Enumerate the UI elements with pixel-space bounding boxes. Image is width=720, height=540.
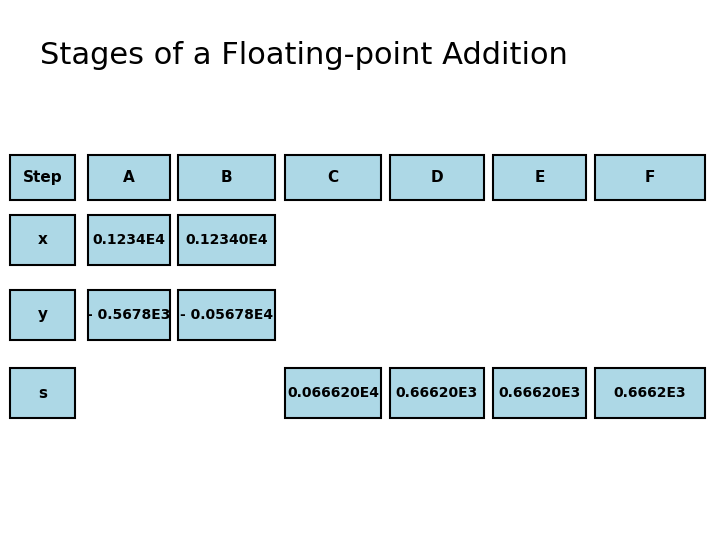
Bar bbox=[178, 155, 275, 200]
Text: A: A bbox=[123, 170, 135, 185]
Text: C: C bbox=[328, 170, 338, 185]
Text: Stages of a Floating-point Addition: Stages of a Floating-point Addition bbox=[40, 40, 568, 70]
Bar bbox=[178, 290, 275, 340]
Bar bbox=[595, 155, 705, 200]
Bar bbox=[10, 155, 75, 200]
Bar bbox=[390, 368, 484, 418]
Bar bbox=[285, 155, 381, 200]
Bar bbox=[390, 155, 484, 200]
Text: E: E bbox=[534, 170, 545, 185]
Text: 0.66620E3: 0.66620E3 bbox=[396, 386, 478, 400]
Bar bbox=[178, 215, 275, 265]
Text: 0.1234E4: 0.1234E4 bbox=[92, 233, 166, 247]
Text: x: x bbox=[37, 233, 48, 247]
Text: F: F bbox=[645, 170, 655, 185]
Text: 0.12340E4: 0.12340E4 bbox=[185, 233, 268, 247]
Text: y: y bbox=[37, 307, 48, 322]
Text: Step: Step bbox=[23, 170, 63, 185]
Text: 0.066620E4: 0.066620E4 bbox=[287, 386, 379, 400]
Bar bbox=[493, 368, 586, 418]
Text: 0.66620E3: 0.66620E3 bbox=[498, 386, 580, 400]
Text: s: s bbox=[38, 386, 47, 401]
Bar bbox=[285, 368, 381, 418]
Text: 0.6662E3: 0.6662E3 bbox=[613, 386, 686, 400]
Text: D: D bbox=[431, 170, 444, 185]
Bar bbox=[88, 155, 170, 200]
Text: - 0.5678E3: - 0.5678E3 bbox=[87, 308, 171, 322]
Text: B: B bbox=[221, 170, 233, 185]
Text: - 0.05678E4: - 0.05678E4 bbox=[180, 308, 273, 322]
Bar bbox=[88, 215, 170, 265]
Bar bbox=[10, 290, 75, 340]
Bar bbox=[595, 368, 705, 418]
Bar bbox=[10, 368, 75, 418]
Bar bbox=[88, 290, 170, 340]
Bar bbox=[10, 215, 75, 265]
Bar bbox=[493, 155, 586, 200]
